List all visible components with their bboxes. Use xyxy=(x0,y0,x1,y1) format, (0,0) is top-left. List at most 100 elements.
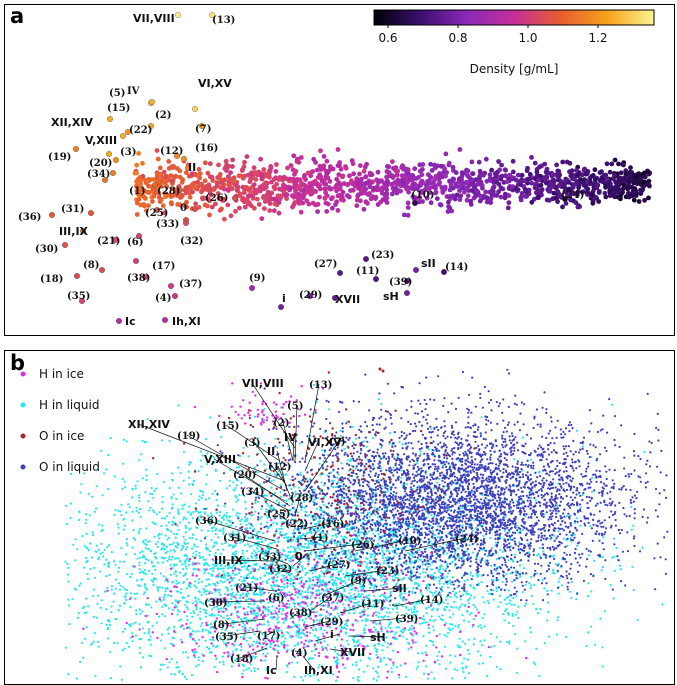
h-liquid-point xyxy=(428,639,432,642)
phase-label: (10) xyxy=(411,190,434,201)
density-point xyxy=(216,162,221,168)
density-point xyxy=(308,183,314,189)
h-liquid-point xyxy=(228,653,231,656)
density-point xyxy=(247,193,252,199)
density-point xyxy=(603,194,609,200)
h-liquid-point xyxy=(304,590,307,594)
h-liquid-point xyxy=(180,638,183,641)
h-liquid-point xyxy=(416,652,419,655)
density-point xyxy=(494,192,500,198)
phase-point xyxy=(136,233,142,239)
h-liquid-point xyxy=(301,596,304,599)
h-liquid-point xyxy=(272,479,275,482)
h-liquid-point xyxy=(189,512,192,515)
density-point xyxy=(377,179,382,184)
density-point xyxy=(404,170,409,176)
h-liquid-point xyxy=(270,480,273,483)
h-liquid-point xyxy=(218,661,221,664)
h-liquid-point xyxy=(253,466,256,469)
density-point xyxy=(461,189,467,195)
h-liquid-point xyxy=(184,651,187,654)
h-liquid-point xyxy=(535,647,538,650)
h-liquid-point xyxy=(492,598,495,601)
h-liquid-point xyxy=(290,661,293,664)
density-point xyxy=(394,190,400,196)
h-liquid-point xyxy=(432,487,435,490)
h-liquid-point xyxy=(385,663,388,666)
h-liquid-point xyxy=(163,517,166,520)
h-liquid-point xyxy=(164,590,167,593)
density-point xyxy=(459,170,465,176)
h-liquid-point xyxy=(267,606,270,609)
h-liquid-point xyxy=(263,442,266,445)
h-liquid-point xyxy=(195,554,198,557)
h-liquid-point xyxy=(481,596,484,599)
h-liquid-point xyxy=(453,668,456,671)
h-liquid-point xyxy=(131,496,134,499)
h-liquid-point xyxy=(154,568,157,571)
h-liquid-point xyxy=(342,579,345,582)
phase-label: (34) xyxy=(87,169,110,180)
panel-b-species-map: H in ice H in liquid O in ice O in liquid VI… xyxy=(4,350,675,685)
density-point xyxy=(422,187,428,193)
h-liquid-point xyxy=(306,515,309,518)
density-point xyxy=(256,169,262,175)
density-point xyxy=(414,183,419,189)
h-liquid-point xyxy=(76,548,79,551)
density-point xyxy=(543,169,549,175)
h-liquid-point xyxy=(465,550,468,553)
h-liquid-point xyxy=(335,536,338,539)
h-liquid-point xyxy=(202,587,205,590)
h-liquid-point xyxy=(149,643,152,646)
h-liquid-point xyxy=(227,605,230,608)
h-liquid-point xyxy=(356,500,359,503)
h-liquid-point xyxy=(138,564,141,567)
density-point xyxy=(581,167,587,173)
h-liquid-point xyxy=(130,596,133,599)
density-point xyxy=(134,170,140,176)
h-liquid-point xyxy=(354,589,357,592)
h-liquid-point xyxy=(198,562,201,565)
h-liquid-point xyxy=(495,636,498,639)
h-liquid-point xyxy=(556,504,559,507)
density-point xyxy=(209,174,215,180)
density-point xyxy=(399,173,405,179)
density-point xyxy=(383,193,389,199)
h-liquid-point xyxy=(216,548,219,551)
h-liquid-point xyxy=(515,595,518,598)
h-liquid-point xyxy=(360,539,363,542)
density-point xyxy=(377,187,383,192)
density-point xyxy=(635,179,641,185)
h-liquid-point xyxy=(169,563,172,566)
h-liquid-point xyxy=(275,499,278,502)
h-liquid-point xyxy=(363,602,366,605)
density-point xyxy=(207,161,213,167)
density-point xyxy=(146,203,151,208)
h-liquid-point xyxy=(176,613,179,616)
h-liquid-point xyxy=(214,532,217,536)
h-liquid-point xyxy=(319,509,322,512)
density-point xyxy=(381,180,387,186)
h-liquid-point xyxy=(379,584,383,587)
h-liquid-point xyxy=(329,518,332,522)
h-liquid-point xyxy=(346,639,349,643)
h-liquid-point xyxy=(158,586,161,589)
h-liquid-point xyxy=(195,538,198,541)
density-point xyxy=(324,209,330,214)
h-liquid-point xyxy=(363,632,366,635)
h-liquid-point xyxy=(182,479,185,482)
h-liquid-point xyxy=(273,541,277,544)
density-point xyxy=(472,185,478,191)
h-liquid-point xyxy=(309,603,312,606)
h-liquid-point xyxy=(316,585,319,588)
h-liquid-point xyxy=(110,551,113,554)
density-point xyxy=(268,164,274,169)
h-liquid-point xyxy=(79,660,82,664)
density-point xyxy=(642,197,647,203)
density-point xyxy=(446,160,452,166)
h-liquid-point xyxy=(292,578,295,582)
density-point xyxy=(333,202,338,207)
density-point xyxy=(536,195,541,200)
density-point xyxy=(196,166,202,172)
h-liquid-point xyxy=(282,577,286,580)
